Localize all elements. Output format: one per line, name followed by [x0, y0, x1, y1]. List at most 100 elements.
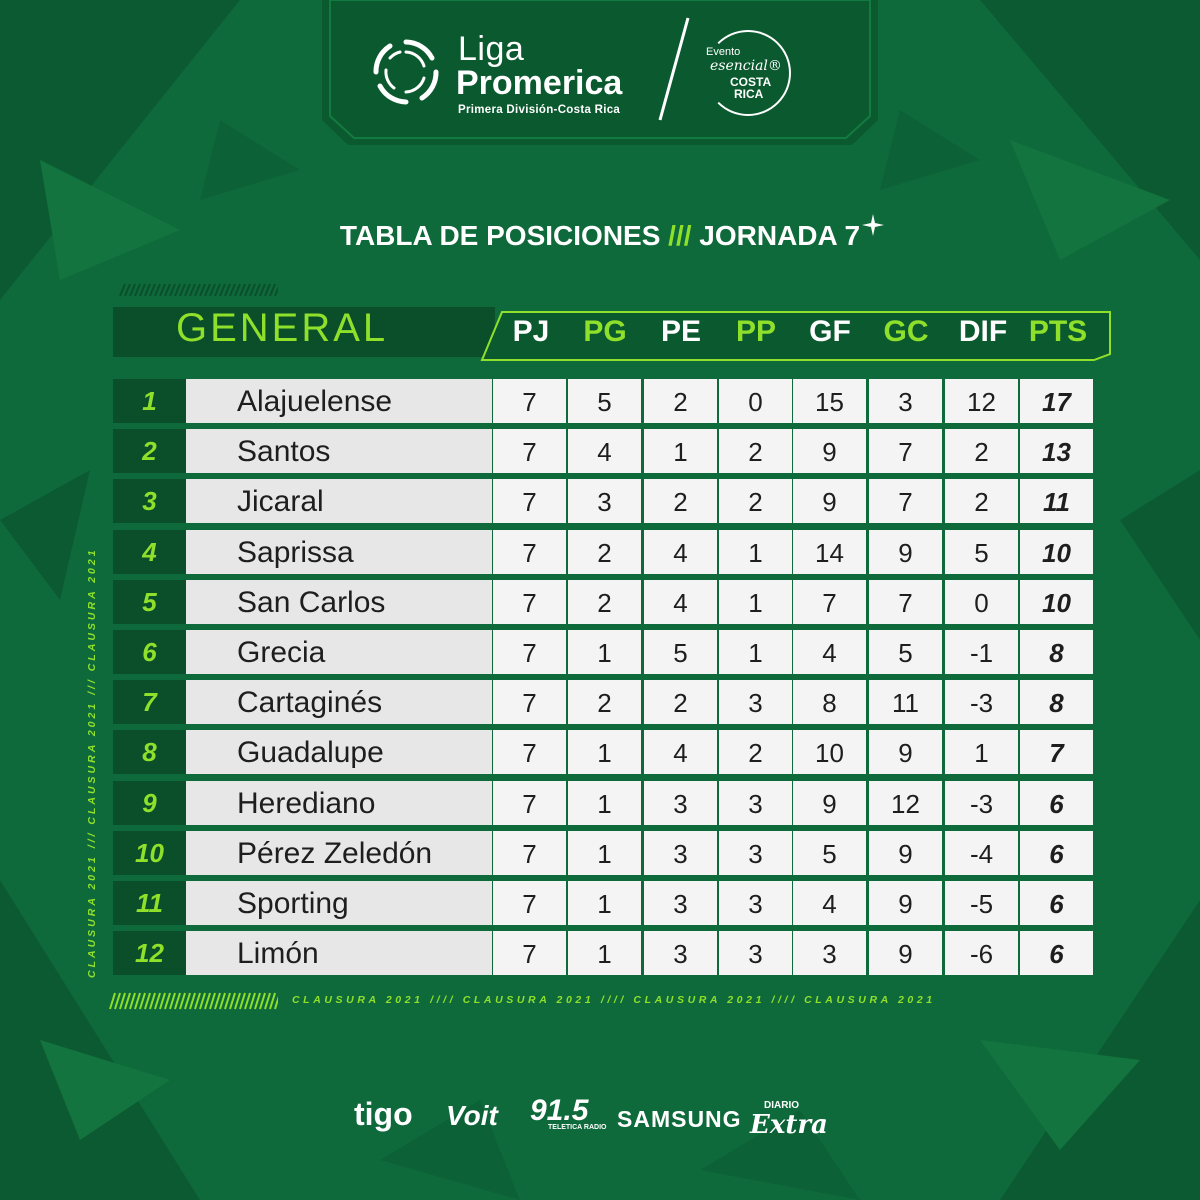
team-cell — [186, 379, 492, 423]
stripe-bar-top — [119, 283, 278, 297]
team-cell — [186, 881, 492, 925]
team-cell — [186, 429, 492, 474]
stat-pj: 7 — [493, 379, 566, 423]
stat-gf: 4 — [793, 881, 866, 925]
rank-cell: 6 — [113, 630, 186, 674]
team-name: San Carlos — [237, 585, 386, 619]
stat-dif: -3 — [945, 780, 1018, 825]
stat-pts: 10 — [1020, 579, 1093, 624]
evento-esencial-badge: Evento esencial® COSTA RICA — [700, 30, 791, 116]
stat-gc: 3 — [869, 379, 942, 423]
team-name: Cartaginés — [237, 686, 383, 720]
rank-cell: 7 — [113, 680, 186, 725]
stat-pj: 7 — [493, 630, 566, 674]
stat-pe: 2 — [644, 680, 717, 725]
stat-pp: 3 — [719, 881, 792, 925]
rank-cell: 10 — [113, 830, 186, 875]
stat-pts: 6 — [1020, 830, 1093, 875]
stripe-bar-bottom — [109, 992, 278, 1010]
stat-pe: 2 — [644, 479, 717, 524]
brand-promerica: Promerica — [456, 64, 623, 102]
team-name: Herediano — [237, 786, 376, 820]
stat-dif: -4 — [945, 830, 1018, 875]
stat-pe: 5 — [644, 630, 717, 674]
rank-cell: 9 — [113, 780, 186, 825]
stat-pg: 1 — [568, 881, 641, 925]
stat-pp: 1 — [719, 529, 792, 574]
badge-rica: RICA — [734, 87, 764, 101]
rank-cell: 8 — [113, 730, 186, 775]
rank-cell: 5 — [113, 579, 186, 624]
team-name: Grecia — [237, 636, 326, 669]
stat-pg: 1 — [568, 931, 641, 976]
stat-dif: -6 — [945, 931, 1018, 976]
stat-gf: 4 — [793, 630, 866, 674]
stat-gc: 7 — [869, 579, 942, 624]
stat-pg: 1 — [568, 780, 641, 825]
stat-pts: 10 — [1020, 529, 1093, 574]
rank-cell: 3 — [113, 479, 186, 524]
stat-pp: 3 — [719, 830, 792, 875]
stat-dif: 0 — [945, 579, 1018, 624]
stat-pj: 7 — [493, 680, 566, 725]
column-header-gc: GC — [883, 315, 929, 348]
bottom-strip-text: CLAUSURA 2021 //// CLAUSURA 2021 //// CL… — [292, 994, 936, 1006]
table-row: 1 Alajuelense 7 5 2 0 15 3 12 17 — [113, 379, 1105, 423]
stat-pts: 8 — [1020, 680, 1093, 725]
sponsor-radio: 91.5 — [530, 1094, 589, 1127]
stat-pj: 7 — [493, 780, 566, 825]
sponsor-diario: DIARIO — [764, 1100, 799, 1111]
badge-ring — [705, 30, 791, 116]
team-name: Santos — [237, 435, 331, 469]
stat-pp: 2 — [719, 730, 792, 775]
stat-pg: 2 — [568, 529, 641, 574]
team-cell — [186, 730, 492, 775]
column-header-pp: PP — [735, 315, 777, 348]
column-header-pg: PG — [583, 315, 627, 348]
stat-gf: 10 — [793, 730, 866, 775]
stat-pj: 7 — [493, 529, 566, 574]
stat-pe: 1 — [644, 429, 717, 474]
rank-cell: 12 — [113, 931, 186, 976]
stat-pp: 1 — [719, 630, 792, 674]
side-vertical-text: CLAUSURA 2021 /// CLAUSURA 2021 /// CLAU… — [86, 547, 98, 978]
team-name: Guadalupe — [237, 736, 384, 770]
stat-pj: 7 — [493, 931, 566, 976]
stat-pts: 8 — [1020, 630, 1093, 674]
table-row: 6 Grecia 7 1 5 1 4 5 -1 8 — [113, 630, 1105, 674]
column-header-outline — [480, 311, 1111, 361]
sponsor-voit: Voit — [446, 1100, 498, 1131]
stat-pe: 4 — [644, 730, 717, 775]
general-label-box — [113, 307, 495, 357]
table-row: 5 San Carlos 7 2 4 1 7 7 0 10 — [113, 579, 1105, 624]
header-divider-slash — [658, 17, 690, 121]
stat-gf: 5 — [793, 830, 866, 875]
stat-gf: 3 — [793, 931, 866, 976]
stat-gf: 8 — [793, 680, 866, 725]
column-header-dif: DIF — [958, 315, 1008, 348]
team-cell — [186, 830, 492, 875]
column-header-gf: GF — [809, 315, 851, 348]
stat-gc: 9 — [869, 830, 942, 875]
stat-pj: 7 — [493, 479, 566, 524]
table-row: 4 Saprissa 7 2 4 1 14 9 5 10 — [113, 529, 1105, 574]
stat-gc: 9 — [869, 730, 942, 775]
team-name: Sporting — [237, 887, 349, 920]
stat-gc: 12 — [869, 780, 942, 825]
stat-gf: 9 — [793, 780, 866, 825]
stat-pj: 7 — [493, 429, 566, 474]
stat-gf: 15 — [793, 379, 866, 423]
table-row: 11 Sporting 7 1 3 3 4 9 -5 6 — [113, 881, 1105, 925]
stat-pg: 5 — [568, 379, 641, 423]
stat-pts: 6 — [1020, 780, 1093, 825]
stat-gc: 7 — [869, 429, 942, 474]
title-slashes: /// — [668, 220, 692, 251]
team-cell — [186, 780, 492, 825]
stat-pp: 3 — [719, 780, 792, 825]
stat-dif: 2 — [945, 429, 1018, 474]
brand-subtitle: Primera División-Costa Rica — [458, 104, 621, 116]
sparkle-star-icon — [862, 214, 884, 236]
badge-evento: Evento — [706, 46, 741, 58]
rank-cell: 11 — [113, 881, 186, 925]
table-row: 12 Limón 7 1 3 3 3 9 -6 6 — [113, 931, 1105, 976]
